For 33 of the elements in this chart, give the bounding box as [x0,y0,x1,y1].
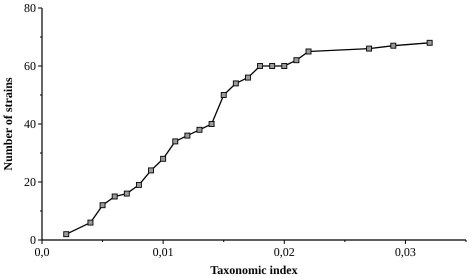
point [172,138,178,144]
point [281,63,288,69]
point [257,63,264,69]
point [208,121,215,127]
point [148,167,154,174]
point [184,132,190,139]
point [88,220,94,226]
x-tick-label: 0,03 [394,245,416,259]
y-tick-label: 0 [30,233,36,247]
point [124,190,130,197]
point [293,57,300,64]
y-tick-label: 80 [24,1,36,15]
x-tick-label: 0,02 [274,245,295,259]
point [269,63,276,69]
point [244,74,251,81]
point [306,48,312,54]
point [100,202,106,208]
y-tick-label: 60 [24,59,36,73]
point [136,182,142,188]
point [390,42,396,49]
point [232,80,239,86]
point [426,40,433,46]
x-tick-label: 0,0 [34,245,50,259]
x-tick-label: 0,01 [152,245,174,259]
y-tick-label: 40 [24,117,36,131]
point [220,92,227,98]
y-tick-label: 20 [24,175,36,189]
y-axis-title: Number of strains [1,77,15,171]
point [160,156,166,162]
x-axis-title: Taxonomic index [210,263,298,277]
point [112,194,118,200]
point [366,46,372,52]
point [196,126,202,133]
